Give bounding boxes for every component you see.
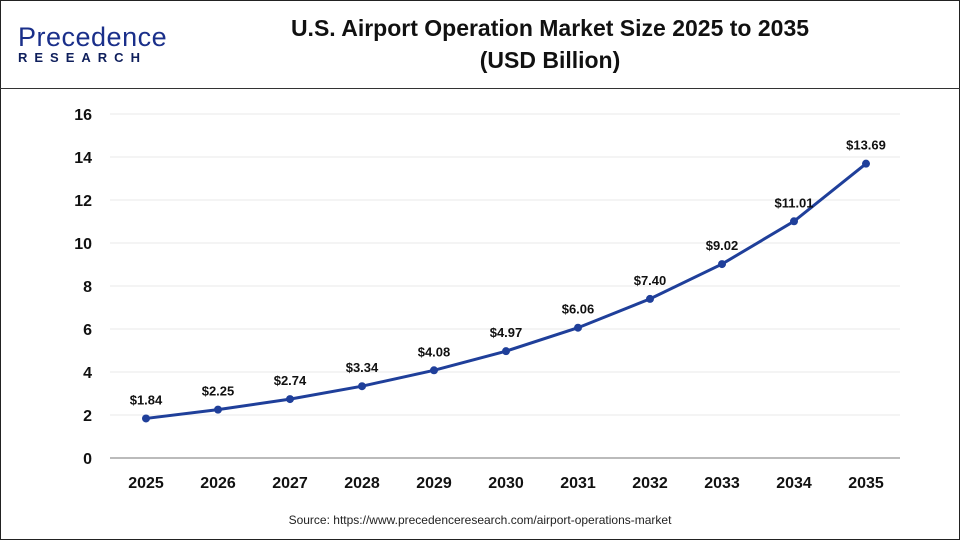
data-label: $9.02	[706, 238, 739, 253]
y-tick-label: 16	[74, 107, 92, 124]
y-tick-label: 10	[74, 236, 92, 253]
x-tick-label: 2026	[200, 475, 236, 492]
logo-subtext: RESEARCH	[18, 50, 147, 65]
x-tick-label: 2033	[704, 475, 740, 492]
data-label: $7.40	[634, 273, 667, 288]
x-tick-label: 2035	[848, 475, 884, 492]
x-tick-label: 2032	[632, 475, 668, 492]
y-tick-label: 4	[83, 365, 92, 382]
data-label: $3.34	[346, 360, 379, 375]
data-point	[358, 382, 366, 391]
data-label: $2.74	[274, 373, 307, 388]
data-point	[142, 414, 150, 423]
chart-title: U.S. Airport Operation Market Size 2025 …	[260, 12, 840, 76]
data-point	[214, 405, 222, 414]
logo: Precedence RESEARCH	[18, 22, 167, 65]
data-point	[718, 260, 726, 269]
subtitle-line: (USD Billion)	[479, 47, 621, 73]
x-tick-label: 2025	[128, 475, 164, 492]
data-label: $6.06	[562, 302, 595, 317]
y-tick-label: 0	[83, 451, 92, 468]
data-label: $11.01	[774, 195, 813, 210]
x-tick-label: 2027	[272, 475, 308, 492]
y-tick-label: 2	[83, 408, 92, 425]
header: Precedence RESEARCH U.S. Airport Operati…	[0, 0, 960, 89]
x-tick-label: 2030	[488, 475, 524, 492]
y-tick-label: 14	[74, 150, 92, 167]
title-line: U.S. Airport Operation Market Size 2025 …	[290, 15, 810, 41]
y-tick-label: 6	[83, 322, 92, 339]
data-label: $2.25	[202, 384, 235, 399]
x-tick-label: 2031	[560, 475, 596, 492]
y-tick-label: 8	[83, 279, 92, 296]
data-point	[502, 347, 510, 356]
data-point	[430, 366, 438, 375]
data-label: $4.08	[418, 344, 451, 359]
data-point	[286, 395, 294, 404]
y-tick-label: 12	[74, 193, 92, 210]
x-tick-label: 2028	[344, 475, 380, 492]
data-point	[790, 217, 798, 226]
logo-text: Precedence	[18, 22, 168, 52]
x-tick-label: 2029	[416, 475, 452, 492]
data-point	[646, 294, 654, 303]
data-point	[574, 323, 582, 332]
data-label: $13.69	[846, 138, 886, 153]
x-tick-label: 2034	[776, 475, 812, 492]
series-line	[145, 162, 867, 420]
data-label: $1.84	[130, 392, 163, 407]
source-text: Source: https://www.precedenceresearch.c…	[288, 513, 672, 527]
data-label: $4.97	[490, 325, 523, 340]
data-point	[862, 159, 870, 168]
